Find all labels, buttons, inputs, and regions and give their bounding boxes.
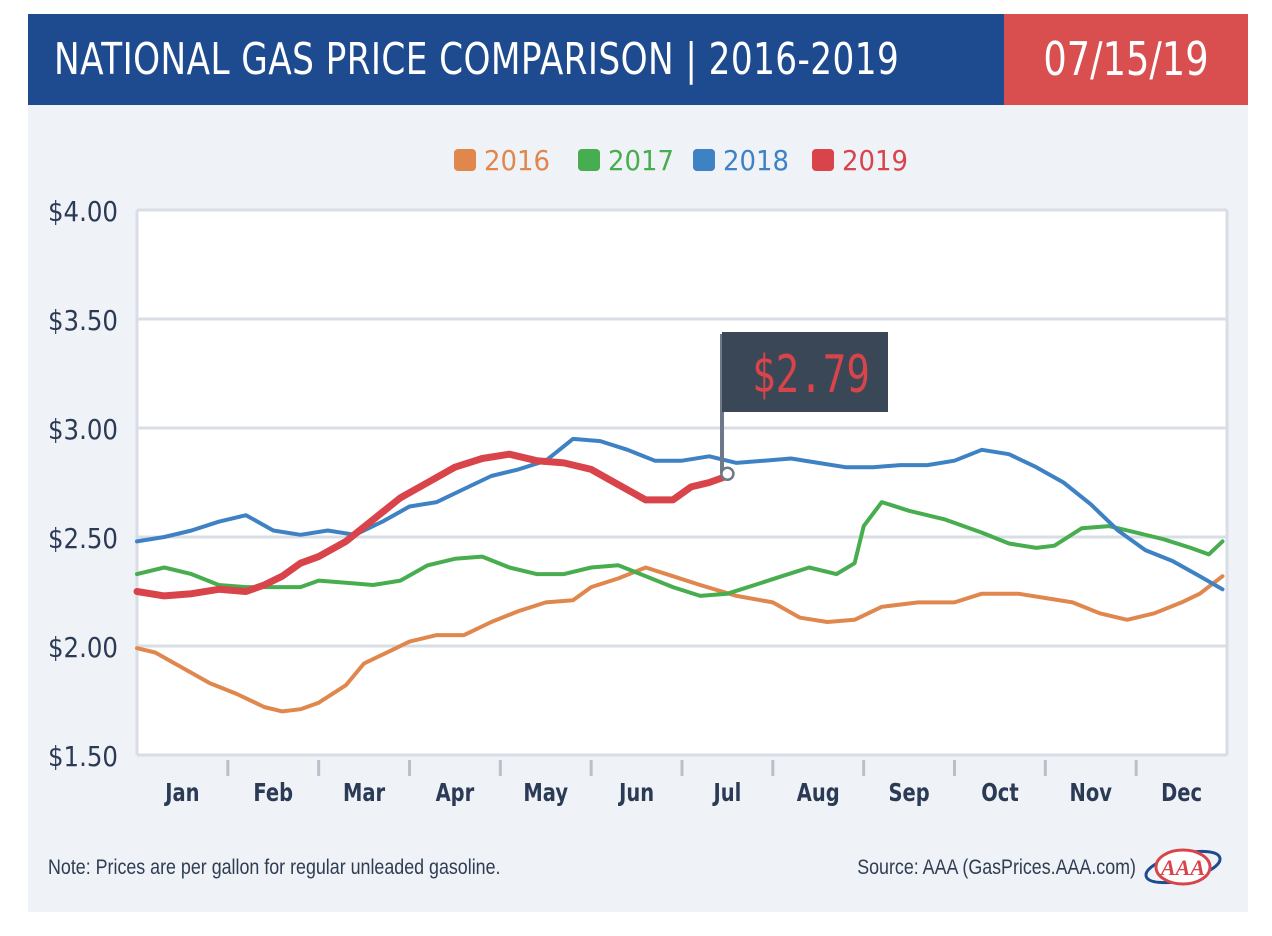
callout-marker (720, 466, 735, 482)
y-tick-label: $2.00 (48, 631, 118, 664)
x-tick-label: Apr (436, 779, 475, 808)
svg-text:AAA: AAA (1159, 855, 1205, 880)
legend-swatch-2018 (693, 149, 715, 171)
price-callout-label: $2.79 (752, 345, 870, 405)
series-line-2018 (135, 436, 1225, 592)
x-tick-label: Mar (343, 779, 385, 808)
legend-label-2017: 2017 (608, 144, 674, 177)
date-banner: 07/15/19 (1004, 14, 1248, 105)
y-tick-label: $1.50 (48, 740, 118, 773)
source-credit: Source: AAA (GasPrices.AAA.com) (857, 856, 1136, 879)
x-tick-label: Dec (1161, 779, 1202, 808)
legend-swatch-2017 (578, 149, 600, 171)
y-tick-label: $3.50 (48, 304, 118, 337)
x-tick-label: Jul (712, 779, 742, 808)
x-tick-label: Jun (617, 779, 654, 808)
legend-label-2018: 2018 (723, 144, 789, 177)
plot-area (137, 210, 1227, 755)
series-line-2016 (135, 565, 1225, 714)
x-tick-label: Feb (253, 779, 293, 808)
legend-label-2019: 2019 (842, 144, 908, 177)
aaa-logo: AAA (1141, 842, 1227, 897)
report-date: 07/15/19 (1043, 32, 1209, 86)
footnote: Note: Prices are per gallon for regular … (48, 856, 501, 879)
x-tick-label: Sep (888, 779, 929, 808)
series-line-2019 (133, 450, 731, 600)
legend-swatch-2016 (454, 149, 476, 171)
legend-swatch-2019 (812, 149, 834, 171)
page-title: NATIONAL GAS PRICE COMPARISON | 2016-201… (54, 34, 900, 85)
y-tick-label: $4.00 (48, 195, 118, 228)
title-banner: NATIONAL GAS PRICE COMPARISON | 2016-201… (28, 14, 1004, 105)
x-tick-label: Oct (981, 779, 1019, 808)
price-callout-box (722, 332, 888, 412)
x-tick-label: Jan (164, 779, 200, 808)
x-tick-label: Aug (797, 779, 840, 808)
series-line-2017 (135, 500, 1225, 598)
legend-label-2016: 2016 (484, 144, 550, 177)
y-tick-label: $2.50 (48, 522, 118, 555)
x-tick-label: May (523, 779, 568, 808)
y-tick-label: $3.00 (48, 413, 118, 446)
x-tick-label: Nov (1070, 779, 1113, 808)
